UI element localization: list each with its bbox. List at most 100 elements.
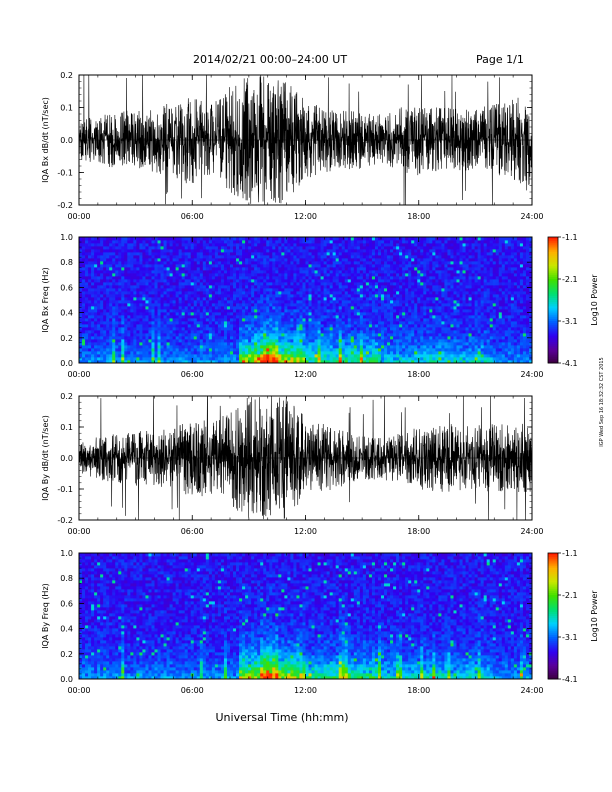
heatmap-cell [223,321,228,325]
heatmap-cell [390,300,394,304]
heatmap-cell [217,246,222,250]
heatmap-cell [365,264,370,268]
heatmap-cell [341,282,346,286]
heatmap-cell [148,255,152,259]
heatmap-cell [172,300,177,304]
heatmap-cell [112,273,116,277]
heatmap-cell [223,249,228,253]
heatmap-cell [91,291,95,295]
heatmap-cell [178,351,183,355]
heatmap-cell [166,255,170,259]
heatmap-cell [402,246,406,250]
heatmap-cell [387,249,391,253]
heatmap-cell [181,324,186,328]
heatmap-cell [245,339,249,343]
heatmap-cell [417,330,421,334]
heatmap-cell [85,300,89,304]
heatmap-cell [269,315,273,319]
heatmap-cell [136,255,140,259]
heatmap-cell [226,237,231,241]
heatmap-cell [323,246,328,250]
heatmap-cell [290,309,294,313]
heatmap-cell [178,309,183,313]
heatmap-cell [85,321,89,325]
heatmap-cell [239,321,243,325]
heatmap-cell [272,240,276,244]
heatmap-cell [160,336,164,340]
heatmap-cell [199,327,204,331]
heatmap-cell [296,330,300,334]
heatmap-cell [356,237,361,241]
heatmap-cell [293,285,297,289]
heatmap-cell [220,351,225,355]
heatmap-cell [124,261,128,265]
heatmap-cell [91,279,95,283]
heatmap-cell [199,258,204,262]
heatmap-cell [139,297,143,301]
heatmap-cell [356,351,361,355]
heatmap-cell [190,297,195,301]
heatmap-cell [278,297,282,301]
heatmap-cell [236,357,240,361]
heatmap-cell [151,357,155,361]
heatmap-cell [408,342,412,346]
heatmap-cell [320,264,325,268]
heatmap-cell [109,273,113,277]
heatmap-cell [118,300,122,304]
heatmap-cell [365,285,370,289]
heatmap-cell [85,324,89,328]
heatmap-cell [275,243,279,247]
heatmap-cell [344,279,349,283]
heatmap-cell [266,285,270,289]
heatmap-cell [302,240,306,244]
heatmap-cell [223,339,228,343]
heatmap-cell [242,324,246,328]
heatmap-cell [205,342,210,346]
heatmap-cell [278,348,282,352]
heatmap-cell [362,246,367,250]
heatmap-cell [341,318,346,322]
heatmap-cell [362,315,367,319]
heatmap-cell [311,345,315,349]
heatmap-cell [106,261,110,265]
heatmap-cell [154,252,158,256]
heatmap-cell [293,336,297,340]
heatmap-cell [374,267,379,271]
heatmap-cell [293,324,297,328]
heatmap-cell [411,354,415,358]
heatmap-cell [284,306,288,310]
heatmap-cell [347,342,352,346]
heatmap-cell [184,237,189,241]
heatmap-cell [290,243,294,247]
heatmap-cell [287,324,291,328]
heatmap-cell [332,357,337,361]
heatmap-cell [187,285,192,289]
heatmap-cell [248,327,252,331]
heatmap-cell [202,249,207,253]
heatmap-cell [350,357,355,361]
heatmap-cell [97,291,101,295]
heatmap-cell [166,288,170,292]
heatmap-cell [266,309,270,313]
heatmap-cell [272,255,276,259]
heatmap-cell [344,309,349,313]
heatmap-cell [242,318,246,322]
heatmap-cell [390,258,394,262]
heatmap-cell [121,342,125,346]
heatmap-cell [320,273,325,277]
heatmap-cell [290,303,294,307]
heatmap-cell [344,240,349,244]
heatmap-cell [202,297,207,301]
heatmap-cell [115,309,119,313]
heatmap-cell [217,279,222,283]
heatmap-cell [390,324,394,328]
heatmap-cell [248,321,252,325]
heatmap-cell [293,354,297,358]
heatmap-cell [214,354,219,358]
heatmap-cell [332,309,337,313]
heatmap-cell [341,297,346,301]
heatmap-cell [127,300,131,304]
heatmap-cell [338,333,343,337]
heatmap-cell [423,264,427,268]
heatmap-cell [151,303,155,307]
